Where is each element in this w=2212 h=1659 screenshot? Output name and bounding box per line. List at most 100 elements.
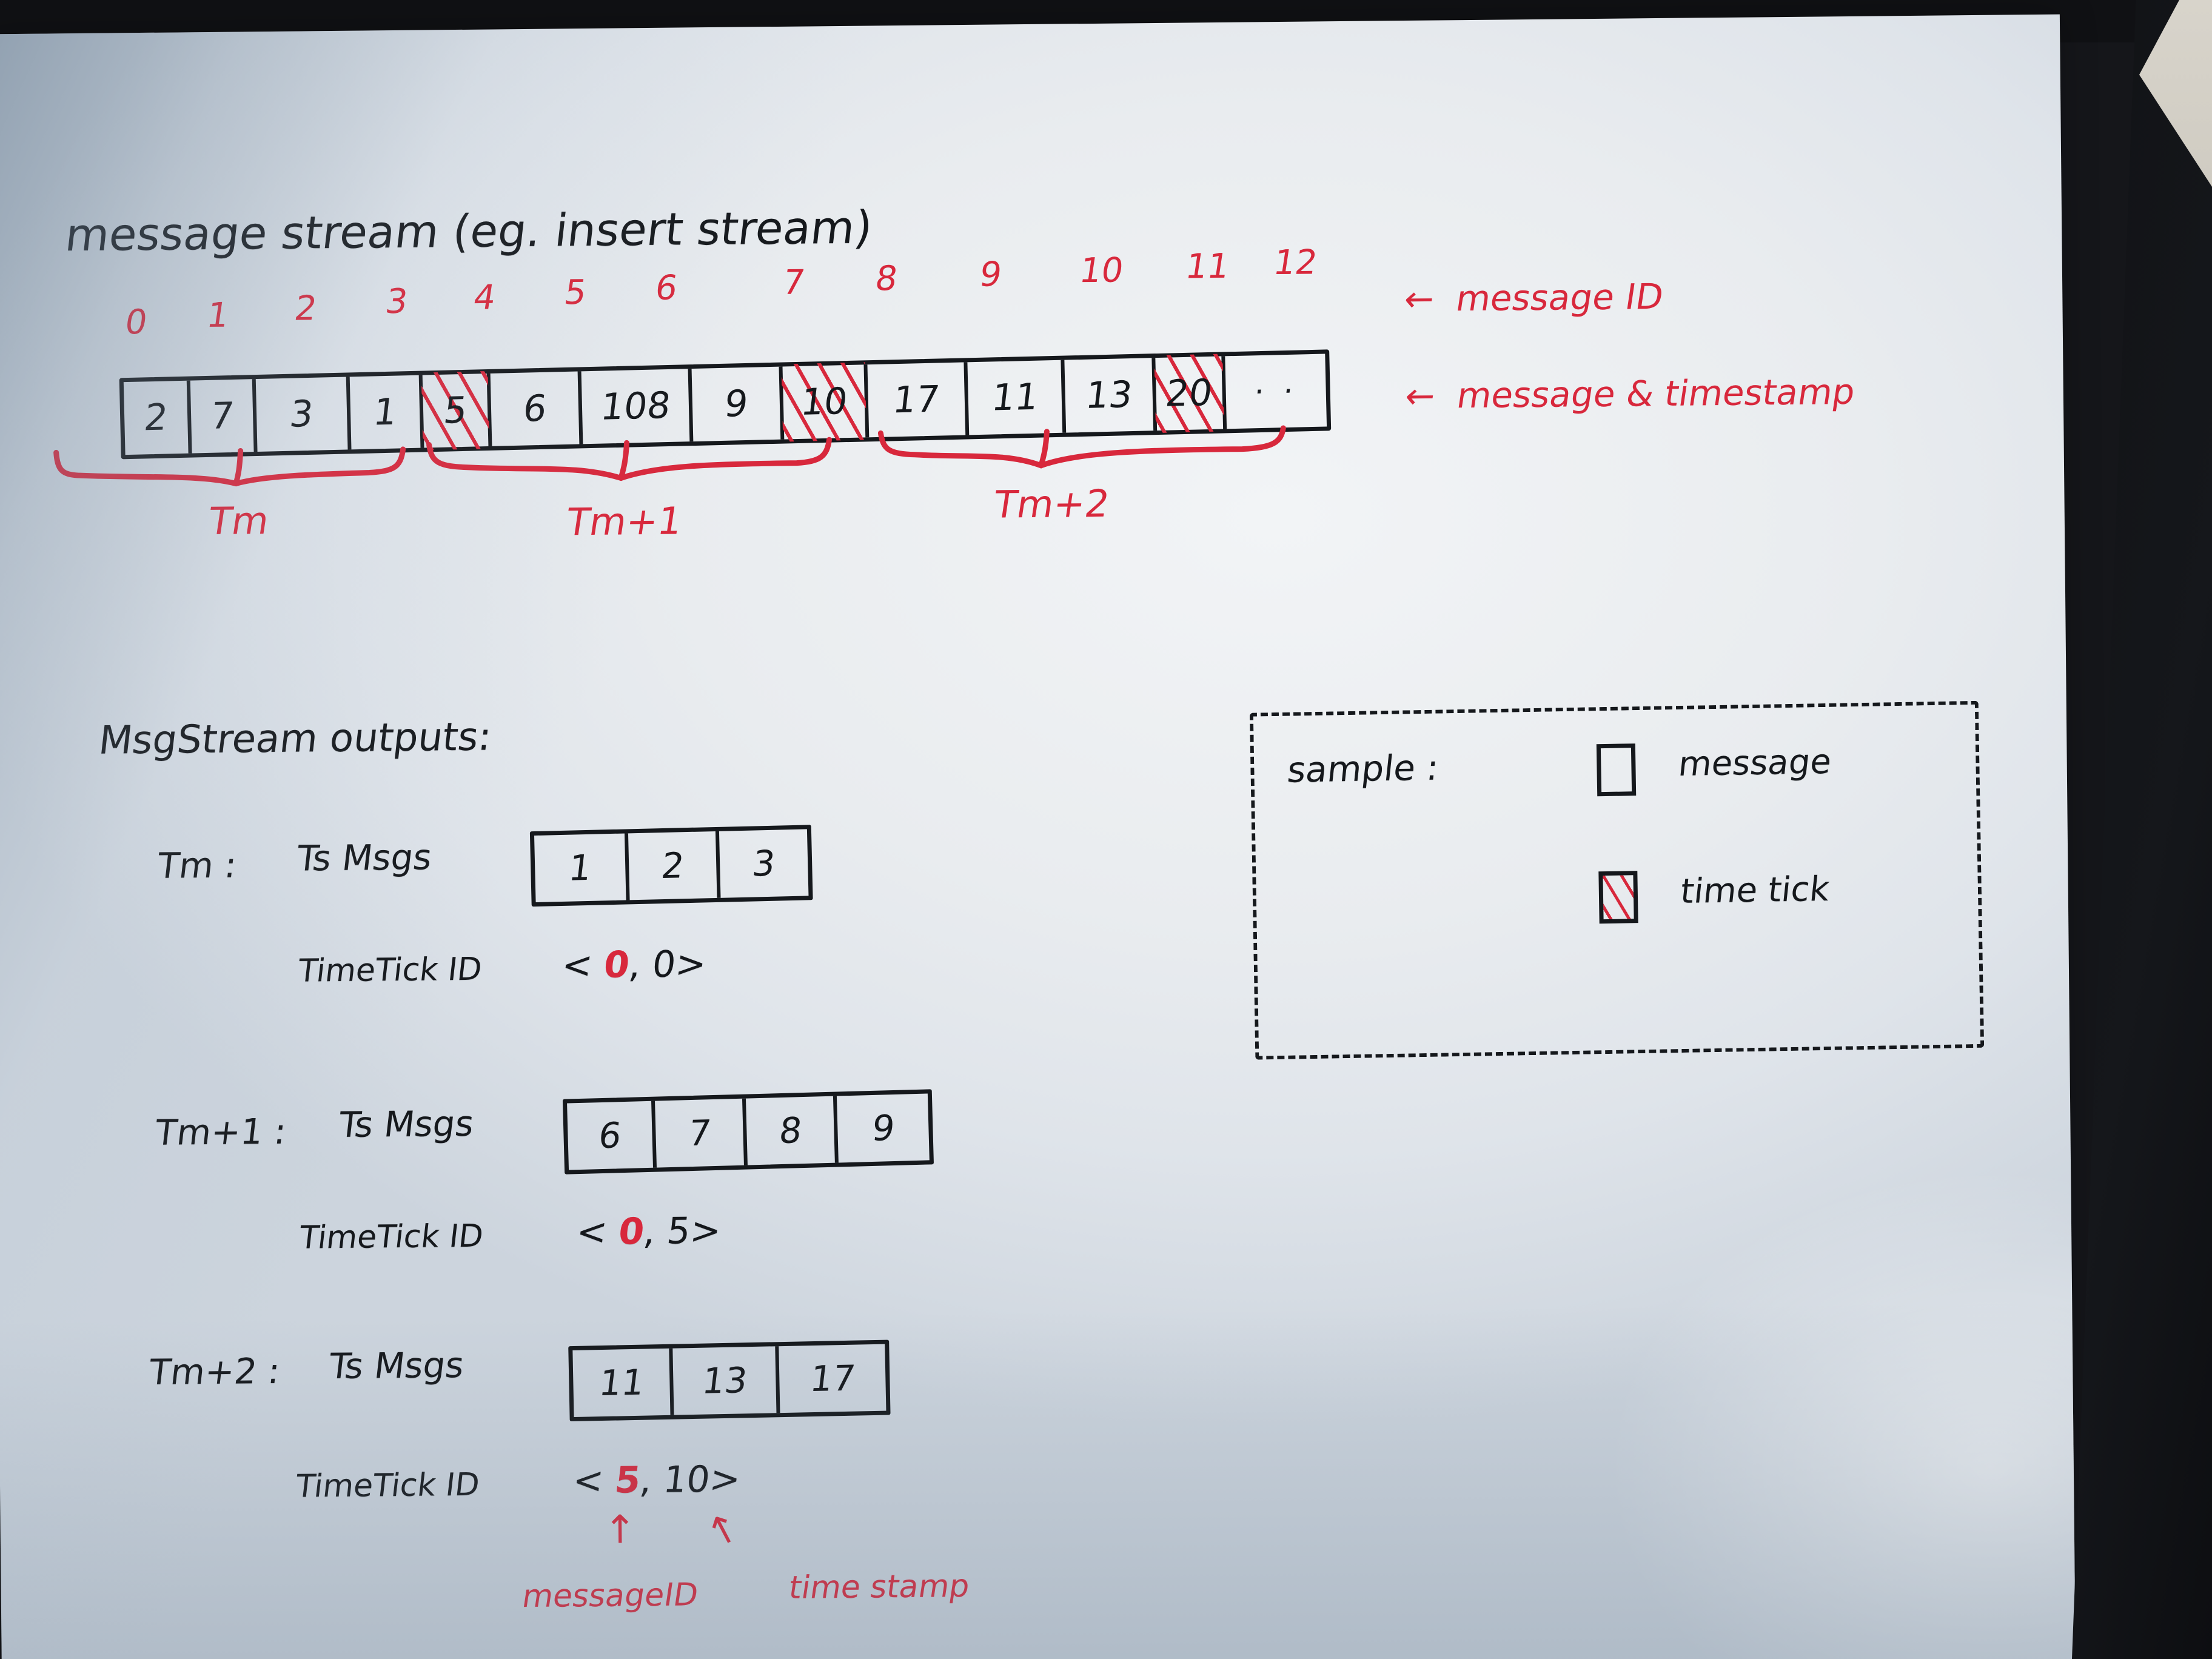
- output-row-0-cell-2: 3: [719, 829, 809, 897]
- legend-title: sample :: [1285, 746, 1441, 791]
- tt2-close: >: [707, 1458, 743, 1501]
- stream-cell-8-value: 10: [798, 380, 850, 424]
- stream-cell-1-value: 7: [207, 394, 236, 438]
- outputs-heading: MsgStream outputs:: [96, 714, 494, 763]
- tt0-close: >: [673, 943, 709, 986]
- page-title: message stream (eg. insert stream): [62, 201, 876, 262]
- left-arrow-icon-2: ←: [1402, 375, 1461, 417]
- output-row-2-cell-1: 13: [672, 1346, 780, 1415]
- stream-cell-4-value: 5: [441, 389, 470, 432]
- output-row-0-cell-0: 1: [534, 833, 630, 902]
- legend-label-message: message: [1676, 742, 1834, 785]
- output-row-0-name: Tm :: [155, 844, 239, 886]
- stream-cell-9-value: 17: [891, 378, 942, 422]
- stream-index-8: 8: [873, 259, 900, 299]
- stream-cell-3: 1: [349, 375, 424, 450]
- stream-index-1: 1: [204, 295, 232, 336]
- stream-index-6: 6: [652, 268, 680, 308]
- output-row-1-msgs-label: Ts Msgs: [337, 1102, 476, 1146]
- output-row-0-cell-1-value: 2: [659, 845, 686, 887]
- stream-cell-2: 3: [255, 377, 352, 452]
- output-row-0-cell-0-value: 1: [566, 846, 594, 889]
- output-row-0-cell-1: 2: [628, 831, 721, 900]
- output-row-0-timetick-value: < 0, 0>: [560, 943, 709, 987]
- annotation-message-timestamp: ← message & timestamp: [1403, 371, 1858, 417]
- left-arrow-icon: ←: [1401, 278, 1460, 320]
- stream-index-11: 11: [1182, 246, 1232, 287]
- stream-cell-5-value: 6: [520, 387, 549, 431]
- output-row-0-msgs-box: 1 2 3: [529, 825, 813, 907]
- tt2-ts: 10: [661, 1458, 712, 1501]
- stream-cell-ellipsis: · ·: [1225, 354, 1327, 429]
- group-label-tm: Tm: [206, 498, 272, 544]
- output-row-1-cell-0-value: 6: [596, 1114, 624, 1157]
- group-brace-tm1: [426, 437, 888, 484]
- output-row-2-cell-0-value: 11: [596, 1361, 646, 1404]
- output-row-1-msgs-box: 6 7 8 9: [562, 1089, 934, 1175]
- annotation-message-id-label: message ID: [1453, 275, 1666, 320]
- output-row-1-cell-1: 7: [655, 1098, 748, 1168]
- stream-cell-8-timetick: 10: [782, 364, 870, 440]
- output-row-0-cell-2-value: 3: [750, 842, 778, 885]
- stream-cell-10: 11: [967, 360, 1067, 435]
- output-row-1-timetick-value: < 0, 5>: [574, 1210, 723, 1253]
- stream-index-7: 7: [780, 263, 808, 303]
- stream-cell-7-value: 9: [722, 382, 751, 426]
- tt0-open: <: [559, 943, 595, 987]
- output-row-2-timetick-label: TimeTick ID: [293, 1466, 481, 1505]
- annotation-message-timestamp-label: message & timestamp: [1454, 370, 1858, 417]
- output-row-2-msgs-box: 11 13 17: [568, 1339, 891, 1422]
- stream-cell-12-value: 20: [1163, 371, 1215, 415]
- stream-index-12: 12: [1270, 243, 1320, 283]
- stream-cell-7: 9: [691, 366, 785, 442]
- output-row-2-cell-0: 11: [572, 1348, 674, 1417]
- stream-cell-10-value: 11: [989, 375, 1041, 420]
- stream-cell-0-value: 2: [142, 396, 170, 440]
- output-row-1-cell-2-value: 8: [777, 1109, 804, 1152]
- stream-index-5: 5: [561, 272, 589, 313]
- legend-label-timetick: time tick: [1678, 869, 1832, 912]
- output-row-2-msgs-label: Ts Msgs: [327, 1344, 466, 1387]
- stream-cell-12-timetick: 20: [1155, 356, 1227, 431]
- stream-index-2: 2: [292, 289, 320, 329]
- group-brace-tm: [53, 445, 443, 491]
- stream-cell-6: 108: [581, 369, 694, 444]
- stream-index-0: 0: [122, 302, 150, 343]
- output-row-2-cell-1-value: 13: [699, 1359, 749, 1402]
- output-row-2-cell-2: 17: [779, 1344, 886, 1413]
- output-row-1-cell-3-value: 9: [870, 1107, 897, 1150]
- output-row-1-cell-0: 6: [567, 1101, 657, 1170]
- output-row-0-msgs-label: Ts Msgs: [295, 836, 434, 879]
- group-label-tm1: Tm+1: [563, 498, 685, 545]
- up-arrow-icon-message-id: ↑: [603, 1507, 637, 1553]
- stream-cell-11-value: 13: [1083, 373, 1135, 417]
- stream-cell-9: 17: [867, 362, 970, 438]
- stream-cell-5: 6: [490, 371, 583, 446]
- output-row-1-cell-1-value: 7: [686, 1112, 713, 1155]
- output-row-1-name: Tm+1 :: [153, 1110, 289, 1153]
- legend-swatch-message: [1596, 743, 1637, 797]
- stream-index-4: 4: [471, 278, 498, 318]
- stream-cell-1: 7: [190, 379, 258, 454]
- stream-cell-3-value: 1: [370, 390, 400, 434]
- stream-index-10: 10: [1077, 250, 1126, 291]
- output-row-2-cell-2-value: 17: [807, 1357, 857, 1400]
- output-row-1-timetick-label: TimeTick ID: [297, 1218, 485, 1256]
- stream-cell-4-timetick: 5: [422, 373, 492, 448]
- output-row-1-cell-2: 8: [745, 1096, 839, 1165]
- output-row-0-timetick-label: TimeTick ID: [296, 951, 484, 990]
- stream-cell-11: 13: [1064, 358, 1158, 433]
- legend-box: sample : message time tick: [1249, 700, 1985, 1060]
- annotation-message-id: ← message ID: [1401, 276, 1666, 320]
- tt1-open: <: [574, 1210, 610, 1254]
- pointer-label-timestamp: time stamp: [786, 1567, 973, 1606]
- stream-cell-6-value: 108: [598, 384, 673, 429]
- pointer-label-message-id: messageID: [520, 1577, 701, 1615]
- tt1-close: >: [688, 1209, 723, 1253]
- stream-cell-ellipsis-value: · ·: [1252, 373, 1300, 410]
- stream-cell-0: 2: [123, 380, 192, 455]
- stream-index-9: 9: [977, 255, 1005, 295]
- output-row-2-name: Tm+2 :: [147, 1350, 283, 1393]
- tt2-open: <: [571, 1459, 606, 1503]
